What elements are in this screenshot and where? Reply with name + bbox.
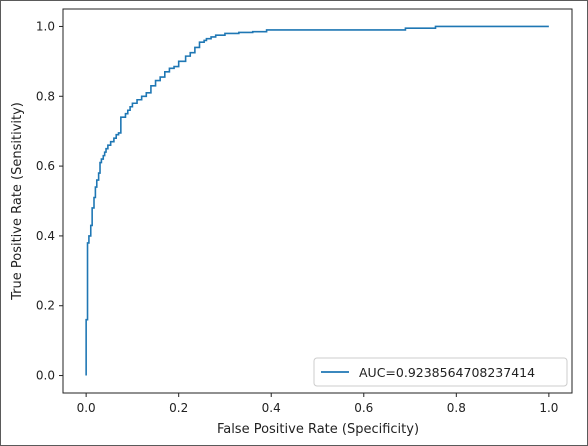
x-tick-label: 0.4: [262, 401, 281, 415]
y-tick-label: 0.2: [36, 299, 55, 313]
x-tick-label: 0.0: [77, 401, 96, 415]
y-tick-label: 0.6: [36, 159, 55, 173]
y-axis-label: True Positive Rate (Sensitivity): [10, 102, 25, 301]
x-axis-ticks: 0.0 0.2 0.4 0.6 0.8 1.0: [77, 393, 558, 415]
legend-series-label: AUC=0.9238564708237414: [359, 365, 535, 380]
legend: AUC=0.9238564708237414: [313, 357, 568, 387]
x-tick-label: 0.8: [447, 401, 466, 415]
x-tick-label: 1.0: [539, 401, 558, 415]
x-tick-label: 0.6: [354, 401, 373, 415]
y-tick-label: 1.0: [36, 19, 55, 33]
y-tick-label: 0.8: [36, 89, 55, 103]
y-tick-label: 0.4: [36, 229, 55, 243]
y-tick-label: 0.0: [36, 369, 55, 383]
roc-curve-line: [85, 25, 549, 376]
x-tick-label: 0.2: [169, 401, 188, 415]
y-axis-ticks: 0.0 0.2 0.4 0.6 0.8 1.0: [36, 19, 63, 383]
legend-box: [313, 357, 568, 387]
x-axis-label: False Positive Rate (Specificity): [217, 422, 419, 437]
plot-area: [62, 8, 573, 394]
